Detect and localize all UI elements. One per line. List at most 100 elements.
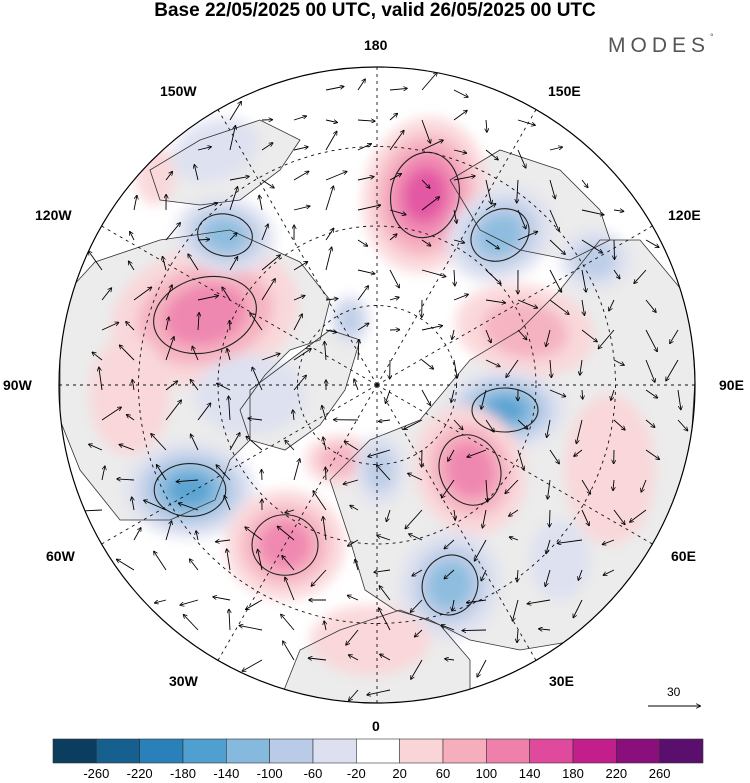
wind-vector — [165, 317, 169, 331]
colorbar-tick-label: -260 — [83, 766, 110, 781]
wind-vector — [127, 415, 135, 421]
north-america-land-coastline — [59, 229, 331, 521]
wind-vector — [348, 539, 359, 546]
wind-vector — [229, 176, 249, 181]
wind-vector — [227, 549, 231, 571]
wind-vector — [246, 599, 263, 609]
wind-vector — [442, 479, 455, 498]
wind-vector — [196, 531, 198, 541]
wind-vector — [481, 569, 487, 581]
wind-vector — [325, 330, 336, 332]
colorbar-tick-label: -20 — [346, 766, 366, 781]
wind-vector — [261, 279, 275, 301]
wind-vector — [379, 586, 391, 601]
wind-vector — [165, 223, 180, 241]
logo-mark: ° — [710, 32, 714, 42]
colorbar-tick-label: -220 — [126, 766, 153, 781]
wind-vector — [259, 196, 263, 211]
label-lon-150w: 150W — [160, 83, 197, 99]
wind-vector — [453, 294, 468, 301]
wind-vector — [190, 559, 199, 571]
colorbar-swatch — [486, 738, 530, 764]
anomaly-neg-mediterranean-contour — [421, 554, 479, 616]
wind-vector — [261, 354, 280, 361]
wind-vector — [165, 172, 172, 181]
wind-vector — [357, 286, 368, 301]
colorbar-tick-label: 260 — [648, 766, 671, 781]
colorbar-swatch — [616, 738, 660, 764]
wind-vector — [357, 177, 374, 181]
wind-vector — [548, 479, 551, 499]
greenland-land-coastline — [249, 329, 361, 451]
wind-vector — [325, 342, 327, 361]
label-lon-120w: 120W — [35, 207, 72, 223]
wind-vector — [293, 349, 311, 361]
wind-vector — [477, 659, 487, 677]
wind-vector — [278, 526, 295, 541]
wind-vector — [293, 206, 310, 211]
wind-vector — [293, 171, 309, 181]
wind-vector — [130, 232, 135, 241]
wind-vector — [581, 479, 590, 494]
wind-vector — [545, 569, 551, 586]
wind-vector — [165, 381, 177, 391]
wind-vector — [165, 521, 172, 541]
wind-vector — [349, 689, 359, 701]
wind-vector — [133, 196, 137, 211]
wind-vector — [133, 528, 141, 541]
wind-vector — [645, 449, 659, 459]
wind-vector — [389, 131, 404, 151]
wind-vector — [581, 299, 584, 315]
wind-vector — [349, 655, 359, 661]
wind-vector — [448, 449, 455, 461]
anomaly-pos-central-asia — [565, 395, 655, 545]
africa-land-coastline — [279, 609, 471, 703]
wind-vector — [517, 569, 518, 582]
wind-vector — [285, 510, 295, 513]
wind-vector — [261, 255, 280, 271]
wind-vector — [245, 527, 263, 541]
wind-vector — [368, 449, 391, 457]
colorbar-swatch — [139, 738, 184, 764]
colorbar-swatch — [399, 738, 444, 764]
anomaly-pos-scandinavia-contour — [438, 434, 502, 506]
wind-vector — [184, 615, 199, 631]
wind-vector — [229, 433, 240, 451]
wind-vector — [576, 419, 583, 443]
label-lon-90w: 90W — [3, 377, 32, 393]
wind-vector — [311, 569, 327, 586]
wind-vector — [324, 621, 326, 631]
wind-vector — [177, 480, 199, 482]
label-lon-30e: 30E — [549, 673, 574, 689]
colorbar-tick-label: -100 — [256, 766, 283, 781]
wind-vector — [505, 479, 519, 493]
wind-vector — [165, 400, 181, 421]
wind-vector — [343, 479, 359, 484]
wind-vector — [154, 552, 167, 571]
wind-vector — [421, 119, 430, 143]
wind-vector — [645, 299, 656, 312]
wind-vector — [213, 597, 231, 601]
wind-vector — [293, 116, 306, 121]
wind-vector — [325, 186, 333, 211]
wind-vector — [539, 629, 551, 630]
wind-vector — [325, 229, 334, 241]
wind-vector — [386, 389, 391, 403]
colorbar-tick-label: 100 — [475, 766, 498, 781]
wind-vector — [282, 556, 295, 571]
wind-vector — [217, 384, 231, 391]
wind-vector — [285, 441, 295, 451]
wind-vector — [293, 262, 307, 271]
wind-vector — [350, 506, 359, 511]
wind-vector — [358, 340, 359, 361]
wind-vectors — [77, 73, 687, 701]
wind-vector — [549, 449, 559, 464]
wind-vector — [467, 599, 487, 603]
wind-vector — [421, 179, 430, 188]
wind-vector — [453, 239, 464, 243]
wind-vector — [101, 323, 119, 331]
label-lon-90e: 90E — [719, 377, 744, 393]
wind-vector — [421, 326, 442, 331]
label-lon-0: 0 — [372, 718, 380, 734]
wind-vector — [389, 209, 406, 215]
